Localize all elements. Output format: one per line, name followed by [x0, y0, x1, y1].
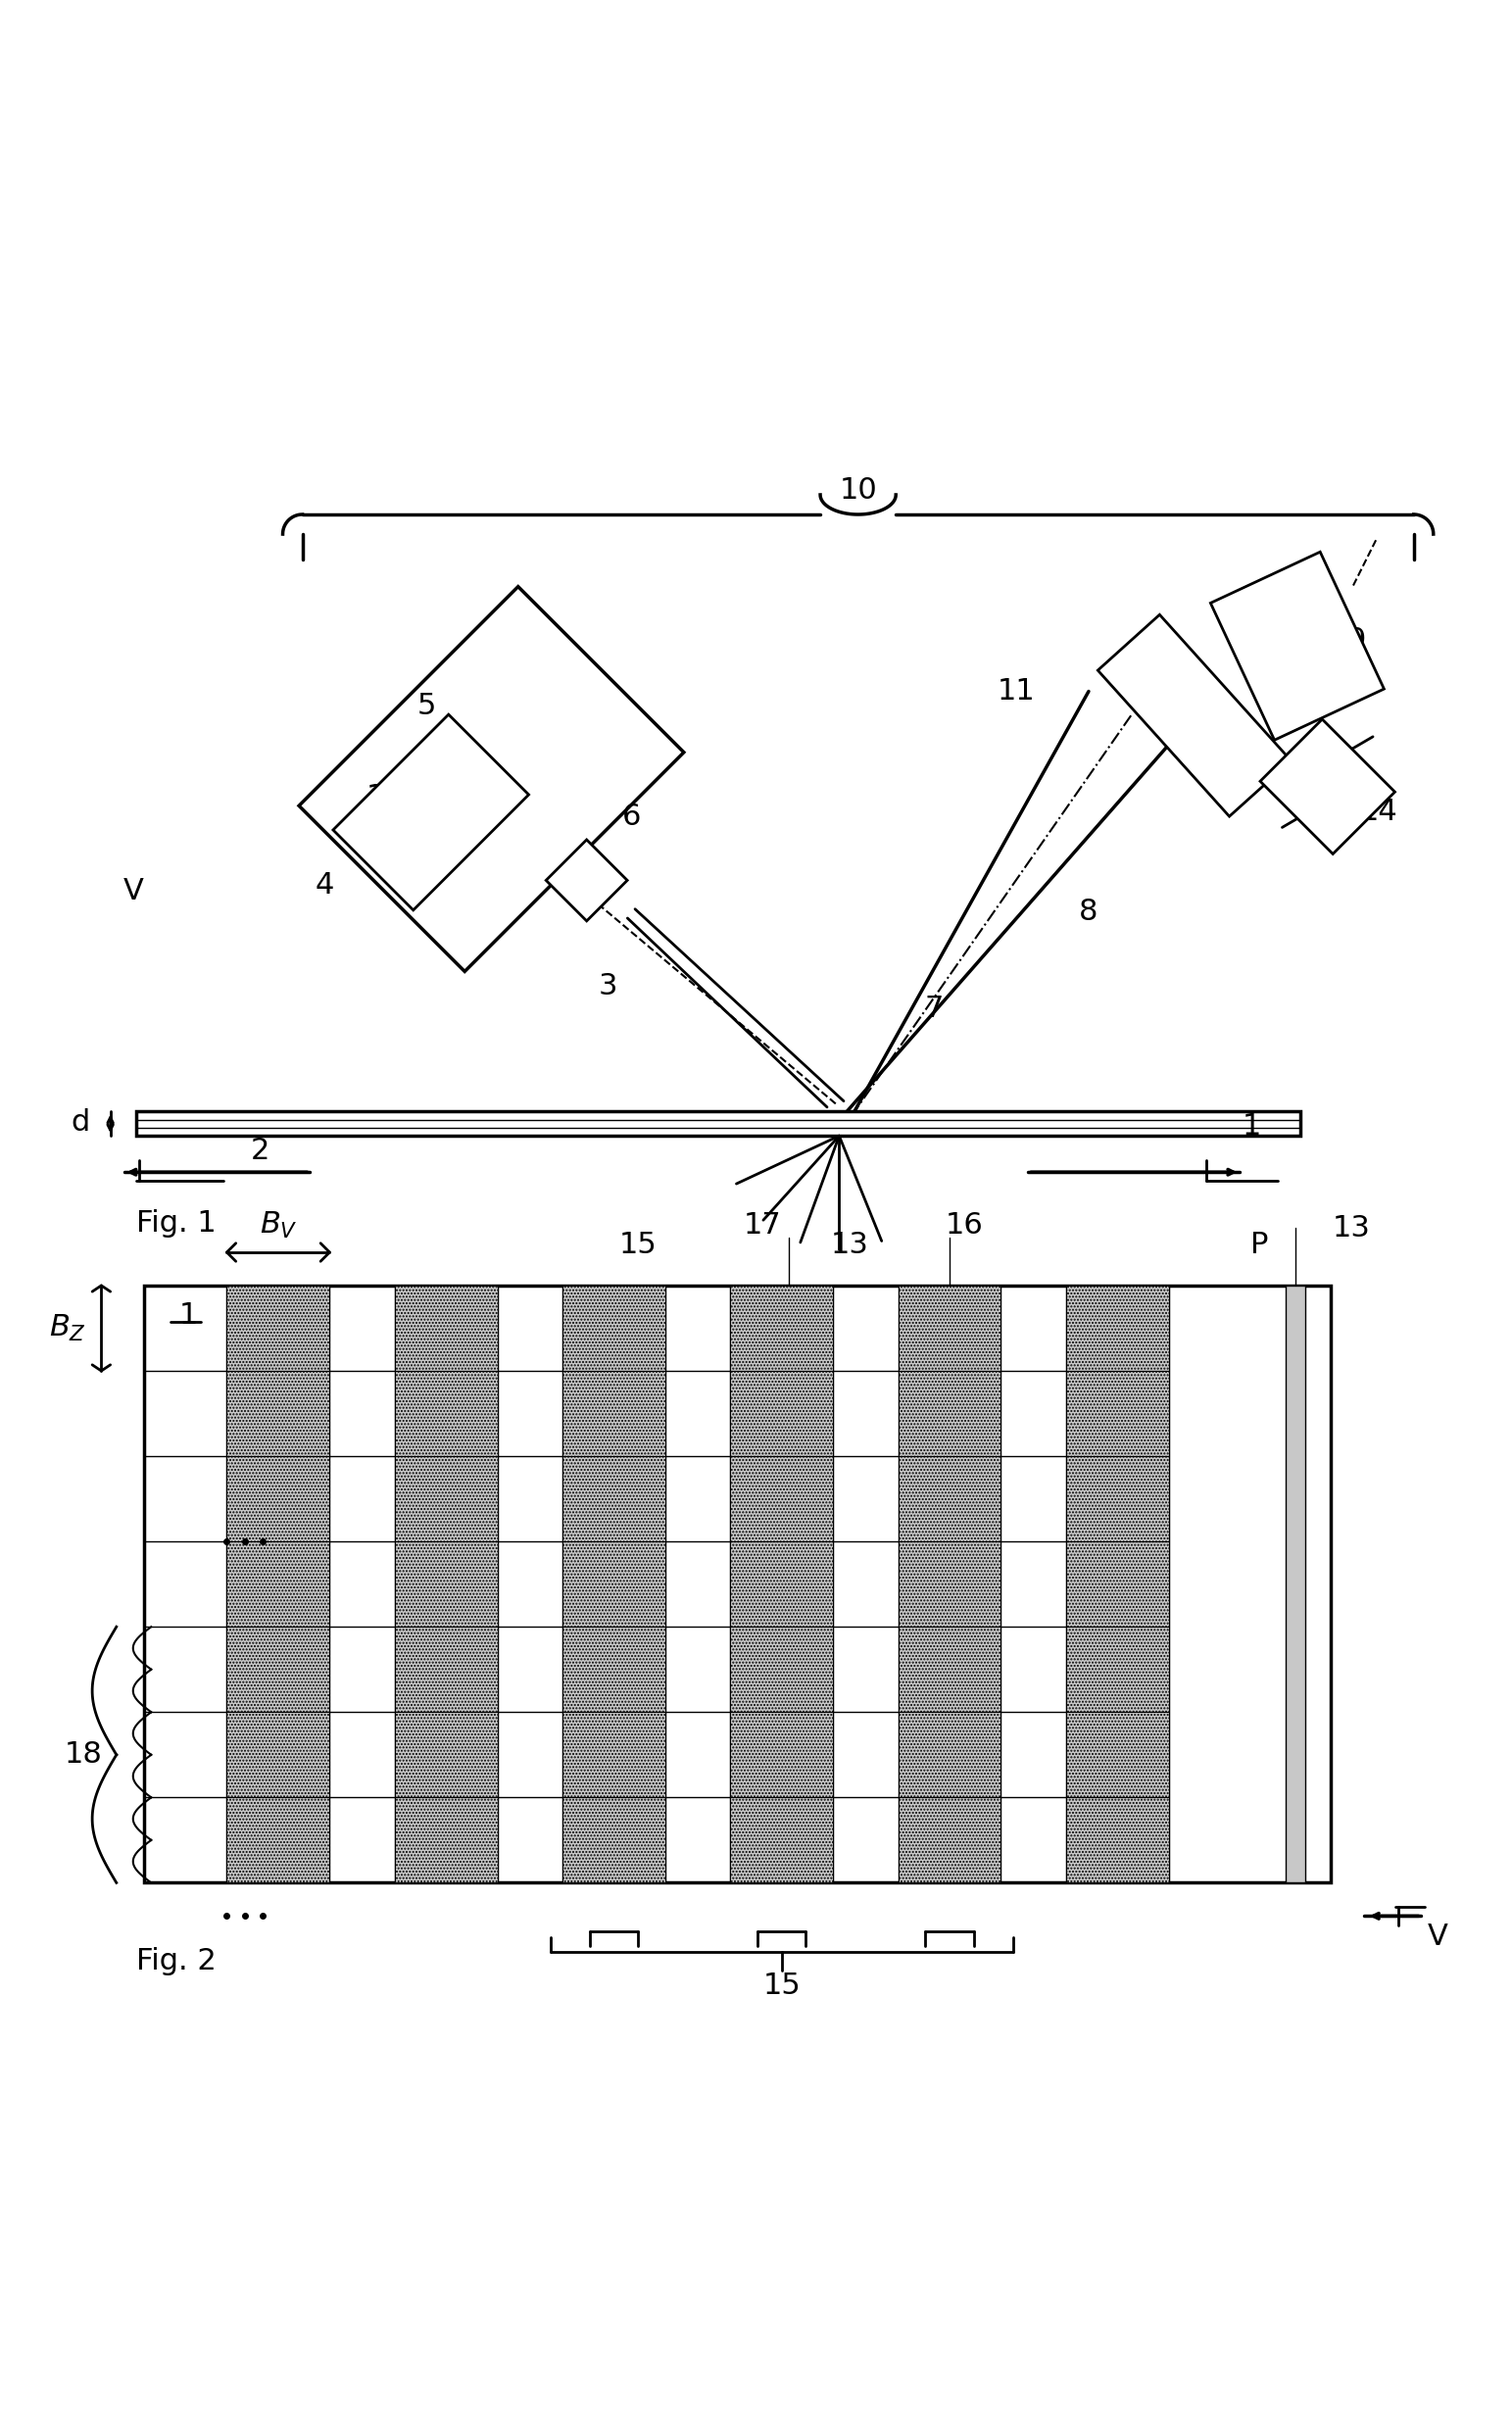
Text: 3: 3 — [599, 972, 617, 1001]
Bar — [898, 1286, 1001, 1371]
Text: Fig. 2: Fig. 2 — [136, 1948, 216, 1975]
Text: 4: 4 — [316, 872, 334, 899]
Bar — [395, 1797, 497, 1882]
Text: 16: 16 — [945, 1210, 984, 1239]
Text: 7: 7 — [925, 993, 943, 1023]
Text: 1: 1 — [180, 1303, 198, 1330]
Polygon shape — [1259, 718, 1396, 855]
Bar — [730, 1627, 833, 1712]
Text: 13: 13 — [1332, 1215, 1370, 1242]
Polygon shape — [1211, 553, 1383, 740]
Bar — [562, 1712, 665, 1797]
Text: 2: 2 — [251, 1137, 269, 1166]
Bar — [227, 1371, 330, 1456]
Polygon shape — [333, 713, 529, 911]
Polygon shape — [546, 840, 627, 920]
Bar — [562, 1541, 665, 1627]
Polygon shape — [1098, 614, 1291, 816]
Bar — [898, 1456, 1001, 1541]
Bar — [227, 1286, 330, 1371]
Bar — [1066, 1541, 1169, 1627]
Bar — [898, 1627, 1001, 1712]
Text: 6: 6 — [623, 804, 641, 830]
Polygon shape — [299, 587, 683, 972]
Bar — [562, 1797, 665, 1882]
Text: 15: 15 — [618, 1230, 658, 1259]
Text: 12: 12 — [366, 784, 405, 811]
Bar — [227, 1712, 330, 1797]
Bar — [730, 1286, 833, 1371]
Text: 5: 5 — [417, 692, 435, 721]
Text: 1: 1 — [1243, 1113, 1261, 1142]
Bar — [730, 1456, 833, 1541]
Bar — [1066, 1286, 1169, 1371]
Text: d: d — [71, 1108, 89, 1137]
Bar — [562, 1627, 665, 1712]
Bar — [1066, 1712, 1169, 1797]
Bar — [898, 1712, 1001, 1797]
Text: $B_V$: $B_V$ — [259, 1210, 298, 1239]
Bar — [1066, 1797, 1169, 1882]
Text: 15: 15 — [762, 1972, 801, 1999]
Bar — [395, 1456, 497, 1541]
Bar — [562, 1371, 665, 1456]
Bar — [1285, 1286, 1305, 1882]
Text: 17: 17 — [742, 1210, 782, 1239]
Text: 8: 8 — [1080, 899, 1098, 925]
Bar — [227, 1797, 330, 1882]
Text: 9: 9 — [1347, 626, 1365, 655]
Text: 11: 11 — [996, 677, 1036, 706]
Bar — [898, 1541, 1001, 1627]
Bar — [227, 1541, 330, 1627]
Text: V: V — [1427, 1924, 1448, 1950]
Text: 18: 18 — [65, 1741, 103, 1768]
Bar — [144, 1286, 1331, 1882]
Text: 13: 13 — [830, 1230, 869, 1259]
Bar — [730, 1371, 833, 1456]
Text: P: P — [1250, 1230, 1269, 1259]
Bar — [1066, 1456, 1169, 1541]
Bar — [562, 1286, 665, 1371]
Bar — [730, 1797, 833, 1882]
Bar — [227, 1456, 330, 1541]
Bar — [898, 1797, 1001, 1882]
Bar — [1066, 1371, 1169, 1456]
Bar — [395, 1712, 497, 1797]
Bar — [395, 1541, 497, 1627]
Bar — [898, 1371, 1001, 1456]
Text: Fig. 1: Fig. 1 — [136, 1210, 216, 1237]
Text: 10: 10 — [839, 475, 877, 504]
Bar — [395, 1286, 497, 1371]
Text: $B_Z$: $B_Z$ — [50, 1312, 86, 1344]
Text: V: V — [122, 877, 144, 906]
Bar — [227, 1627, 330, 1712]
Text: 14: 14 — [1359, 799, 1399, 825]
Bar — [1066, 1627, 1169, 1712]
Bar — [136, 1113, 1300, 1135]
Bar — [395, 1371, 497, 1456]
Bar — [395, 1627, 497, 1712]
Bar — [730, 1541, 833, 1627]
Bar — [730, 1712, 833, 1797]
Bar — [562, 1456, 665, 1541]
